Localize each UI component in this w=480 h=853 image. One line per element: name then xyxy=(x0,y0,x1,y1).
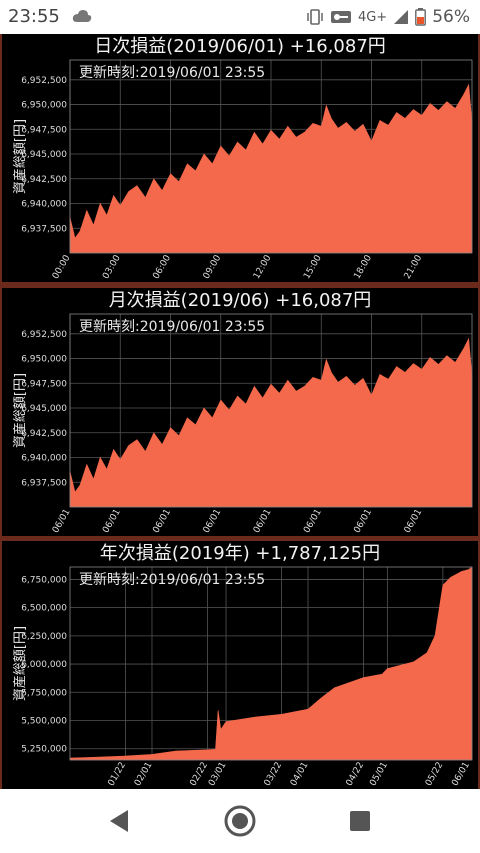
x-tick-label: 15:00 xyxy=(302,253,324,281)
y-tick-label: 6,947,500 xyxy=(21,379,67,389)
update-time-label: 更新時刻:2019/06/01 23:55 xyxy=(79,65,265,81)
x-tick-label: 09:00 xyxy=(202,253,224,281)
x-tick-label: 06/01 xyxy=(151,508,173,535)
x-tick-label: 03:00 xyxy=(101,253,123,281)
y-tick-label: 6,947,500 xyxy=(21,125,67,135)
x-tick-label: 00:00 xyxy=(51,253,73,281)
x-tick-label: 04/01 xyxy=(289,761,311,788)
y-tick-label: 6,942,500 xyxy=(21,429,67,439)
y-tick-label: 6,500,000 xyxy=(21,604,67,614)
status-icons: 4G+ 56% xyxy=(306,6,470,28)
y-tick-label: 6,940,000 xyxy=(21,200,67,210)
y-axis-label: 資産総額[円] xyxy=(12,626,28,701)
network-type: 4G+ xyxy=(357,9,388,25)
area-series xyxy=(69,83,473,254)
x-tick-label: 06/01 xyxy=(352,508,374,535)
x-tick-label: 05/01 xyxy=(368,761,390,788)
y-axis-label: 資産総額[円] xyxy=(12,119,28,194)
x-tick-label: 03/22 xyxy=(263,761,285,788)
y-tick-label: 6,750,000 xyxy=(21,575,67,585)
area-series xyxy=(69,337,473,508)
x-tick-label: 06/01 xyxy=(101,508,123,535)
panel-title: 年次損益(2019年) +1,787,125円 xyxy=(99,543,381,564)
y-tick-label: 6,945,000 xyxy=(21,150,67,160)
y-tick-label: 6,937,500 xyxy=(21,478,67,488)
status-time: 23:55 xyxy=(8,6,60,27)
plot-frame xyxy=(69,313,473,508)
x-tick-label: 06/01 xyxy=(51,508,73,535)
yearly-chart: 5,250,000 5,500,000 5,750,000 6,000,000 6,25… xyxy=(12,566,473,788)
battery-percent: 56% xyxy=(432,7,470,27)
x-tick-label: 06:00 xyxy=(151,253,173,281)
y-tick-label: 5,500,000 xyxy=(21,716,67,726)
x-tick-label: 06/01 xyxy=(403,508,425,535)
y-tick-label: 6,942,500 xyxy=(21,175,67,185)
y-tick-label: 6,952,500 xyxy=(21,330,67,340)
x-tick-label: 06/01 xyxy=(252,508,274,535)
panel-title: 日次損益(2019/06/01) +16,087円 xyxy=(94,36,386,57)
cloud-icon xyxy=(72,10,92,22)
x-tick-label: 12:00 xyxy=(252,253,274,281)
back-icon[interactable] xyxy=(102,803,138,839)
y-tick-label: 6,937,500 xyxy=(21,224,67,234)
daily-panel: 日次損益(2019/06/01) +16,087円 6,937,500 6,940… xyxy=(2,34,478,282)
x-tick-label: 21:00 xyxy=(403,253,425,281)
y-tick-label: 5,250,000 xyxy=(21,745,67,755)
x-tick-label: 06/01 xyxy=(450,761,472,788)
yearly-panel: 年次損益(2019年) +1,787,125円 5,250,000 5,500,0… xyxy=(2,541,478,789)
x-tick-label: 01/22 xyxy=(107,761,129,788)
vibrate-icon xyxy=(307,9,323,25)
signal-icon xyxy=(394,10,409,24)
status-bar: 23:55 4G+ 56% xyxy=(0,0,480,34)
y-tick-label: 6,950,000 xyxy=(21,355,67,365)
home-icon[interactable] xyxy=(222,803,258,839)
x-tick-label: 06/01 xyxy=(302,508,324,535)
vpn-key-icon xyxy=(330,11,351,23)
y-axis-label: 資産総額[円] xyxy=(12,373,28,448)
daily-chart: 6,937,500 6,940,000 6,942,500 6,945,000 6,94… xyxy=(12,59,473,281)
y-tick-label: 6,250,000 xyxy=(21,632,67,642)
update-time-label: 更新時刻:2019/06/01 23:55 xyxy=(79,572,265,588)
y-tick-label: 6,000,000 xyxy=(21,660,67,670)
plot-frame xyxy=(69,566,473,761)
x-tick-label: 18:00 xyxy=(352,253,374,281)
navigation-bar xyxy=(0,789,480,853)
area-series xyxy=(69,566,473,761)
x-tick-label: 06/01 xyxy=(202,508,224,535)
monthly-panel: 月次損益(2019/06) +16,087円 6,937,500 6,940,00… xyxy=(2,288,478,536)
y-tick-label: 5,750,000 xyxy=(21,688,67,698)
x-tick-label: 02/01 xyxy=(133,761,155,788)
panel-title: 月次損益(2019/06) +16,087円 xyxy=(108,290,372,311)
recents-icon[interactable] xyxy=(342,803,378,839)
update-time-label: 更新時刻:2019/06/01 23:55 xyxy=(79,319,265,335)
y-tick-label: 6,950,000 xyxy=(21,101,67,111)
x-tick-label: 05/22 xyxy=(424,761,446,788)
battery-icon xyxy=(415,8,427,26)
x-tick-label: 04/22 xyxy=(345,761,367,788)
y-tick-label: 6,940,000 xyxy=(21,454,67,464)
monthly-chart: 6,937,500 6,940,000 6,942,500 6,945,000 6,94… xyxy=(12,313,473,535)
x-tick-label: 03/01 xyxy=(207,761,229,788)
plot-frame xyxy=(69,59,473,254)
chart-panels: 日次損益(2019/06/01) +16,087円 6,937,500 6,940… xyxy=(0,34,480,789)
y-tick-label: 6,945,000 xyxy=(21,404,67,414)
y-tick-label: 6,952,500 xyxy=(21,76,67,86)
